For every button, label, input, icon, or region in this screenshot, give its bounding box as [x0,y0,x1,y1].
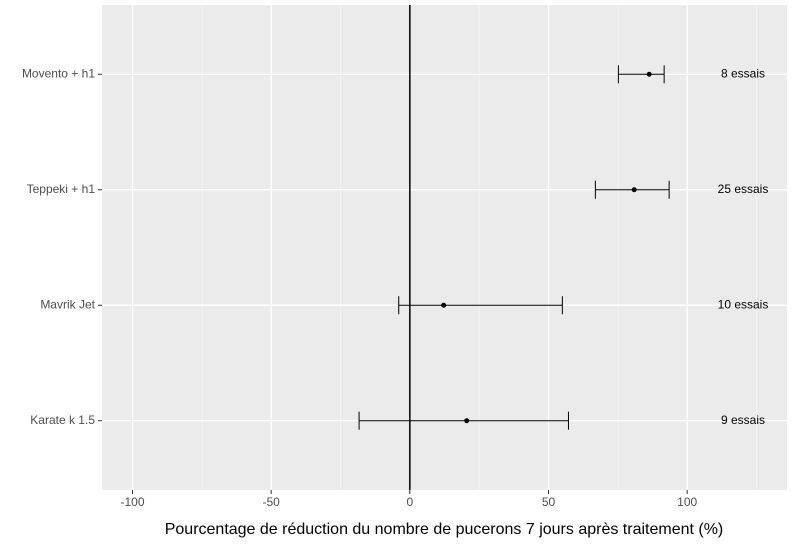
x-tick-label: 50 [542,495,556,509]
x-axis-title: Pourcentage de réduction du nombre de pu… [165,521,724,538]
x-tick-label: 100 [677,495,697,509]
point [631,187,637,193]
x-tick-label: -100 [120,495,144,509]
panel-background [102,5,787,490]
point [464,418,470,424]
point [646,71,652,77]
x-tick-label: -50 [262,495,280,509]
y-tick-label: Mavrik Jet [40,297,95,311]
y-tick-label: Movento + h1 [22,66,95,80]
annotation: 10 essais [718,297,769,311]
y-tick-label: Teppeki + h1 [27,182,96,196]
annotation: 25 essais [718,182,769,196]
marks [358,5,670,490]
annotation: 8 essais [721,66,765,80]
y-tick-label: Karate k 1.5 [30,413,95,427]
point [441,302,447,308]
x-tick-label: 0 [406,495,413,509]
annotation: 9 essais [721,413,765,427]
